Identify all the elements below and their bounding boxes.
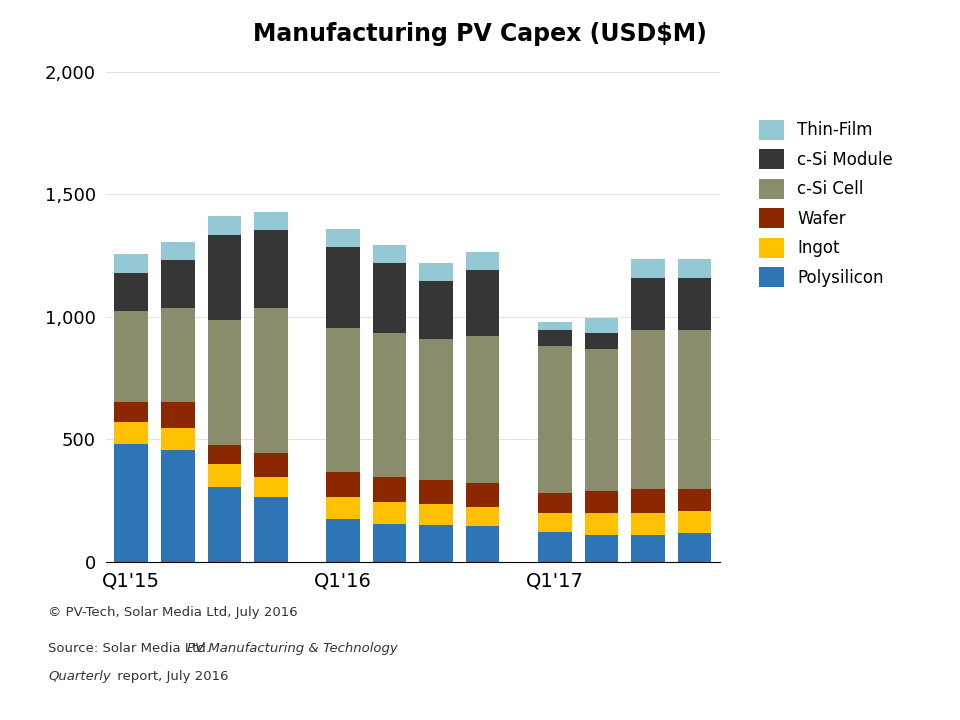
Bar [207, 487, 241, 562]
Bar [585, 535, 618, 562]
Bar [678, 278, 711, 330]
Bar [254, 308, 288, 453]
Bar [420, 525, 453, 562]
Bar [372, 333, 406, 477]
Text: Quarterly: Quarterly [48, 670, 110, 683]
Bar [161, 450, 195, 562]
Bar [207, 217, 241, 235]
Bar [207, 464, 241, 487]
Bar [585, 318, 618, 333]
Legend: Thin-Film, c-Si Module, c-Si Cell, Wafer, Ingot, Polysilicon: Thin-Film, c-Si Module, c-Si Cell, Wafer… [759, 120, 893, 287]
Bar [420, 339, 453, 480]
Bar [631, 259, 664, 278]
Bar [254, 230, 288, 308]
Bar [538, 322, 571, 330]
Bar [326, 472, 360, 497]
Bar [466, 526, 499, 562]
Bar [207, 235, 241, 320]
Bar [420, 480, 453, 504]
Bar [161, 402, 195, 428]
Bar [420, 263, 453, 282]
Bar [372, 502, 406, 523]
Bar [466, 507, 499, 526]
Bar [326, 518, 360, 562]
Bar [114, 402, 148, 422]
Bar [114, 254, 148, 273]
Bar [678, 511, 711, 534]
Bar [678, 259, 711, 278]
Bar [631, 490, 664, 513]
Bar [326, 229, 360, 247]
Bar [326, 497, 360, 518]
Bar [254, 453, 288, 477]
Text: PV Manufacturing & Technology: PV Manufacturing & Technology [187, 642, 398, 654]
Bar [372, 263, 406, 333]
Bar [372, 477, 406, 502]
Bar [114, 311, 148, 402]
Bar [466, 336, 499, 483]
Bar [538, 532, 571, 562]
Bar [420, 504, 453, 525]
Bar [678, 490, 711, 511]
Bar [585, 513, 618, 535]
Bar [466, 270, 499, 336]
Bar [326, 247, 360, 328]
Bar [631, 535, 664, 562]
Bar [631, 278, 664, 330]
Bar [254, 212, 288, 230]
Bar [466, 252, 499, 270]
Bar [207, 320, 241, 445]
Bar [372, 245, 406, 263]
Bar [538, 513, 571, 532]
Bar [326, 328, 360, 472]
Bar [678, 534, 711, 562]
Bar [114, 444, 148, 562]
Bar [161, 308, 195, 402]
Bar [585, 333, 618, 348]
Bar [420, 282, 453, 339]
Bar [372, 523, 406, 562]
Text: Manufacturing PV Capex (USD$M): Manufacturing PV Capex (USD$M) [253, 22, 707, 45]
Text: Source: Solar Media Ltd.: Source: Solar Media Ltd. [48, 642, 214, 654]
Bar [207, 445, 241, 464]
Bar [585, 490, 618, 513]
Bar [631, 330, 664, 490]
Bar [538, 346, 571, 493]
Bar [678, 330, 711, 490]
Bar [631, 513, 664, 535]
Bar [161, 261, 195, 308]
Bar [114, 422, 148, 444]
Bar [114, 273, 148, 310]
Bar [254, 497, 288, 562]
Text: report, July 2016: report, July 2016 [113, 670, 228, 683]
Text: © PV-Tech, Solar Media Ltd, July 2016: © PV-Tech, Solar Media Ltd, July 2016 [48, 606, 298, 618]
Bar [585, 348, 618, 490]
Bar [538, 330, 571, 346]
Bar [254, 477, 288, 497]
Bar [466, 483, 499, 507]
Bar [161, 428, 195, 450]
Bar [538, 493, 571, 513]
Bar [161, 242, 195, 261]
